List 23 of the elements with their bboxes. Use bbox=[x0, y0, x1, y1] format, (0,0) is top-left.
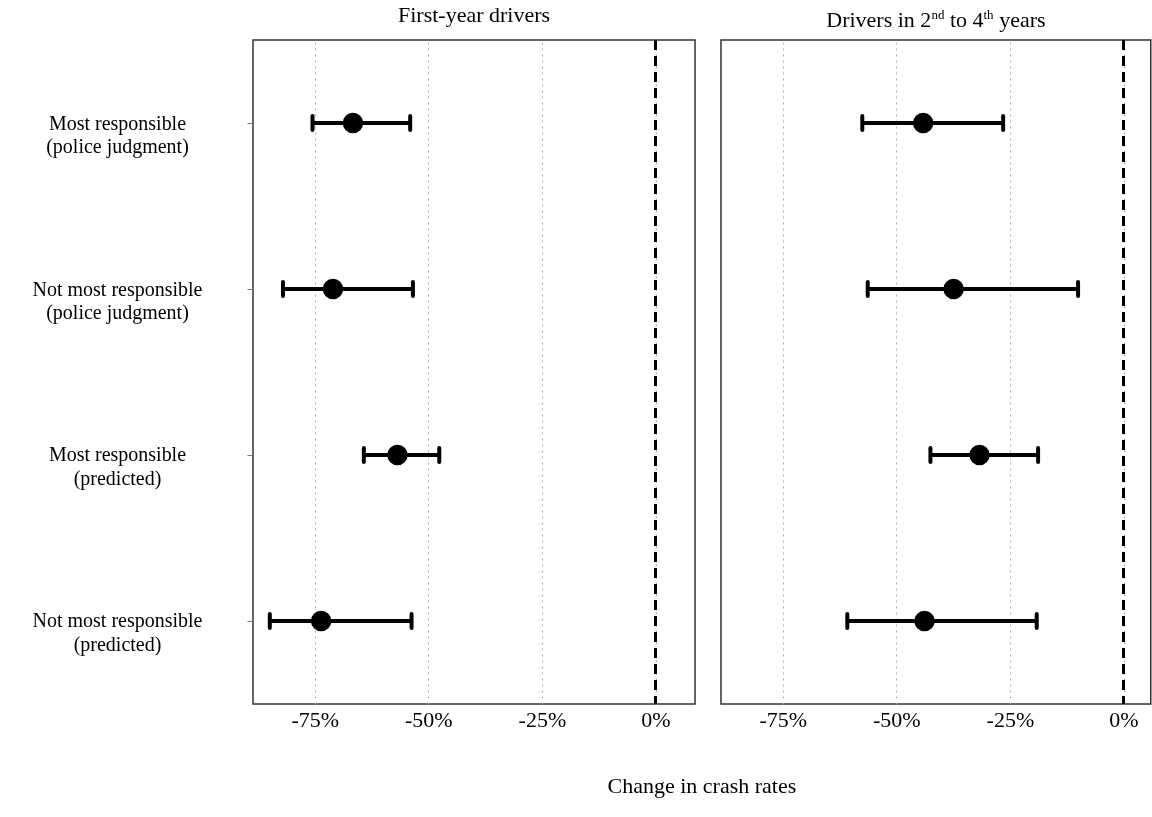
y-tick-label: Most responsible (police judgment) bbox=[46, 111, 189, 159]
point bbox=[912, 112, 934, 134]
y-tick-label: Not most responsible (predicted) bbox=[32, 609, 203, 657]
point bbox=[914, 610, 935, 632]
chart-title: First-year drivers bbox=[396, 1, 552, 29]
y-tick-label: Not most responsible (police judgment) bbox=[32, 277, 203, 325]
point bbox=[387, 444, 408, 466]
x-tick-label: -75% bbox=[759, 707, 808, 733]
point bbox=[943, 278, 964, 300]
x-tick-label: -50% bbox=[873, 707, 921, 733]
x-tick-label: -75% bbox=[291, 707, 340, 733]
x-tick-label: -25% bbox=[518, 707, 567, 733]
x-tick-label: 0% bbox=[1109, 707, 1139, 733]
point bbox=[310, 610, 332, 632]
x-tick-label: 0% bbox=[641, 707, 671, 733]
point bbox=[969, 444, 990, 466]
y-tick-label: Most responsible (predicted) bbox=[48, 443, 187, 491]
x-tick-label: -25% bbox=[986, 707, 1035, 733]
chart-title: Drivers in 2$^{nd}$ to 4$^{th}$ years bbox=[825, 6, 1047, 35]
point bbox=[322, 278, 344, 300]
point bbox=[342, 112, 364, 134]
x-axis-title: Change in crash rates bbox=[606, 773, 798, 799]
x-tick-label: -50% bbox=[405, 707, 453, 733]
